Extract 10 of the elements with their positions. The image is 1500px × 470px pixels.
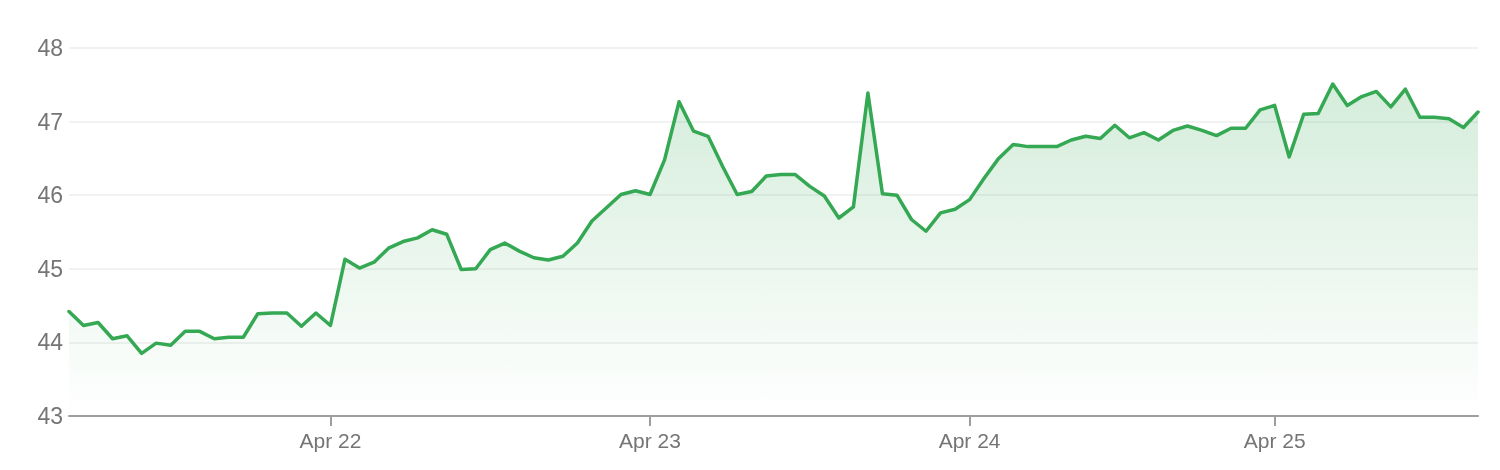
x-tick-label: Apr 24 [938, 429, 1001, 452]
y-tick-label: 45 [37, 255, 63, 282]
y-tick-label: 47 [37, 108, 63, 135]
x-tick-label: Apr 22 [299, 429, 362, 452]
x-tick-label: Apr 25 [1243, 429, 1306, 452]
y-tick-label: 48 [37, 35, 63, 61]
y-tick-label: 43 [37, 403, 63, 429]
y-tick-label: 46 [37, 182, 63, 209]
y-tick-label: 44 [37, 329, 64, 356]
x-tick-label: Apr 23 [619, 429, 681, 452]
